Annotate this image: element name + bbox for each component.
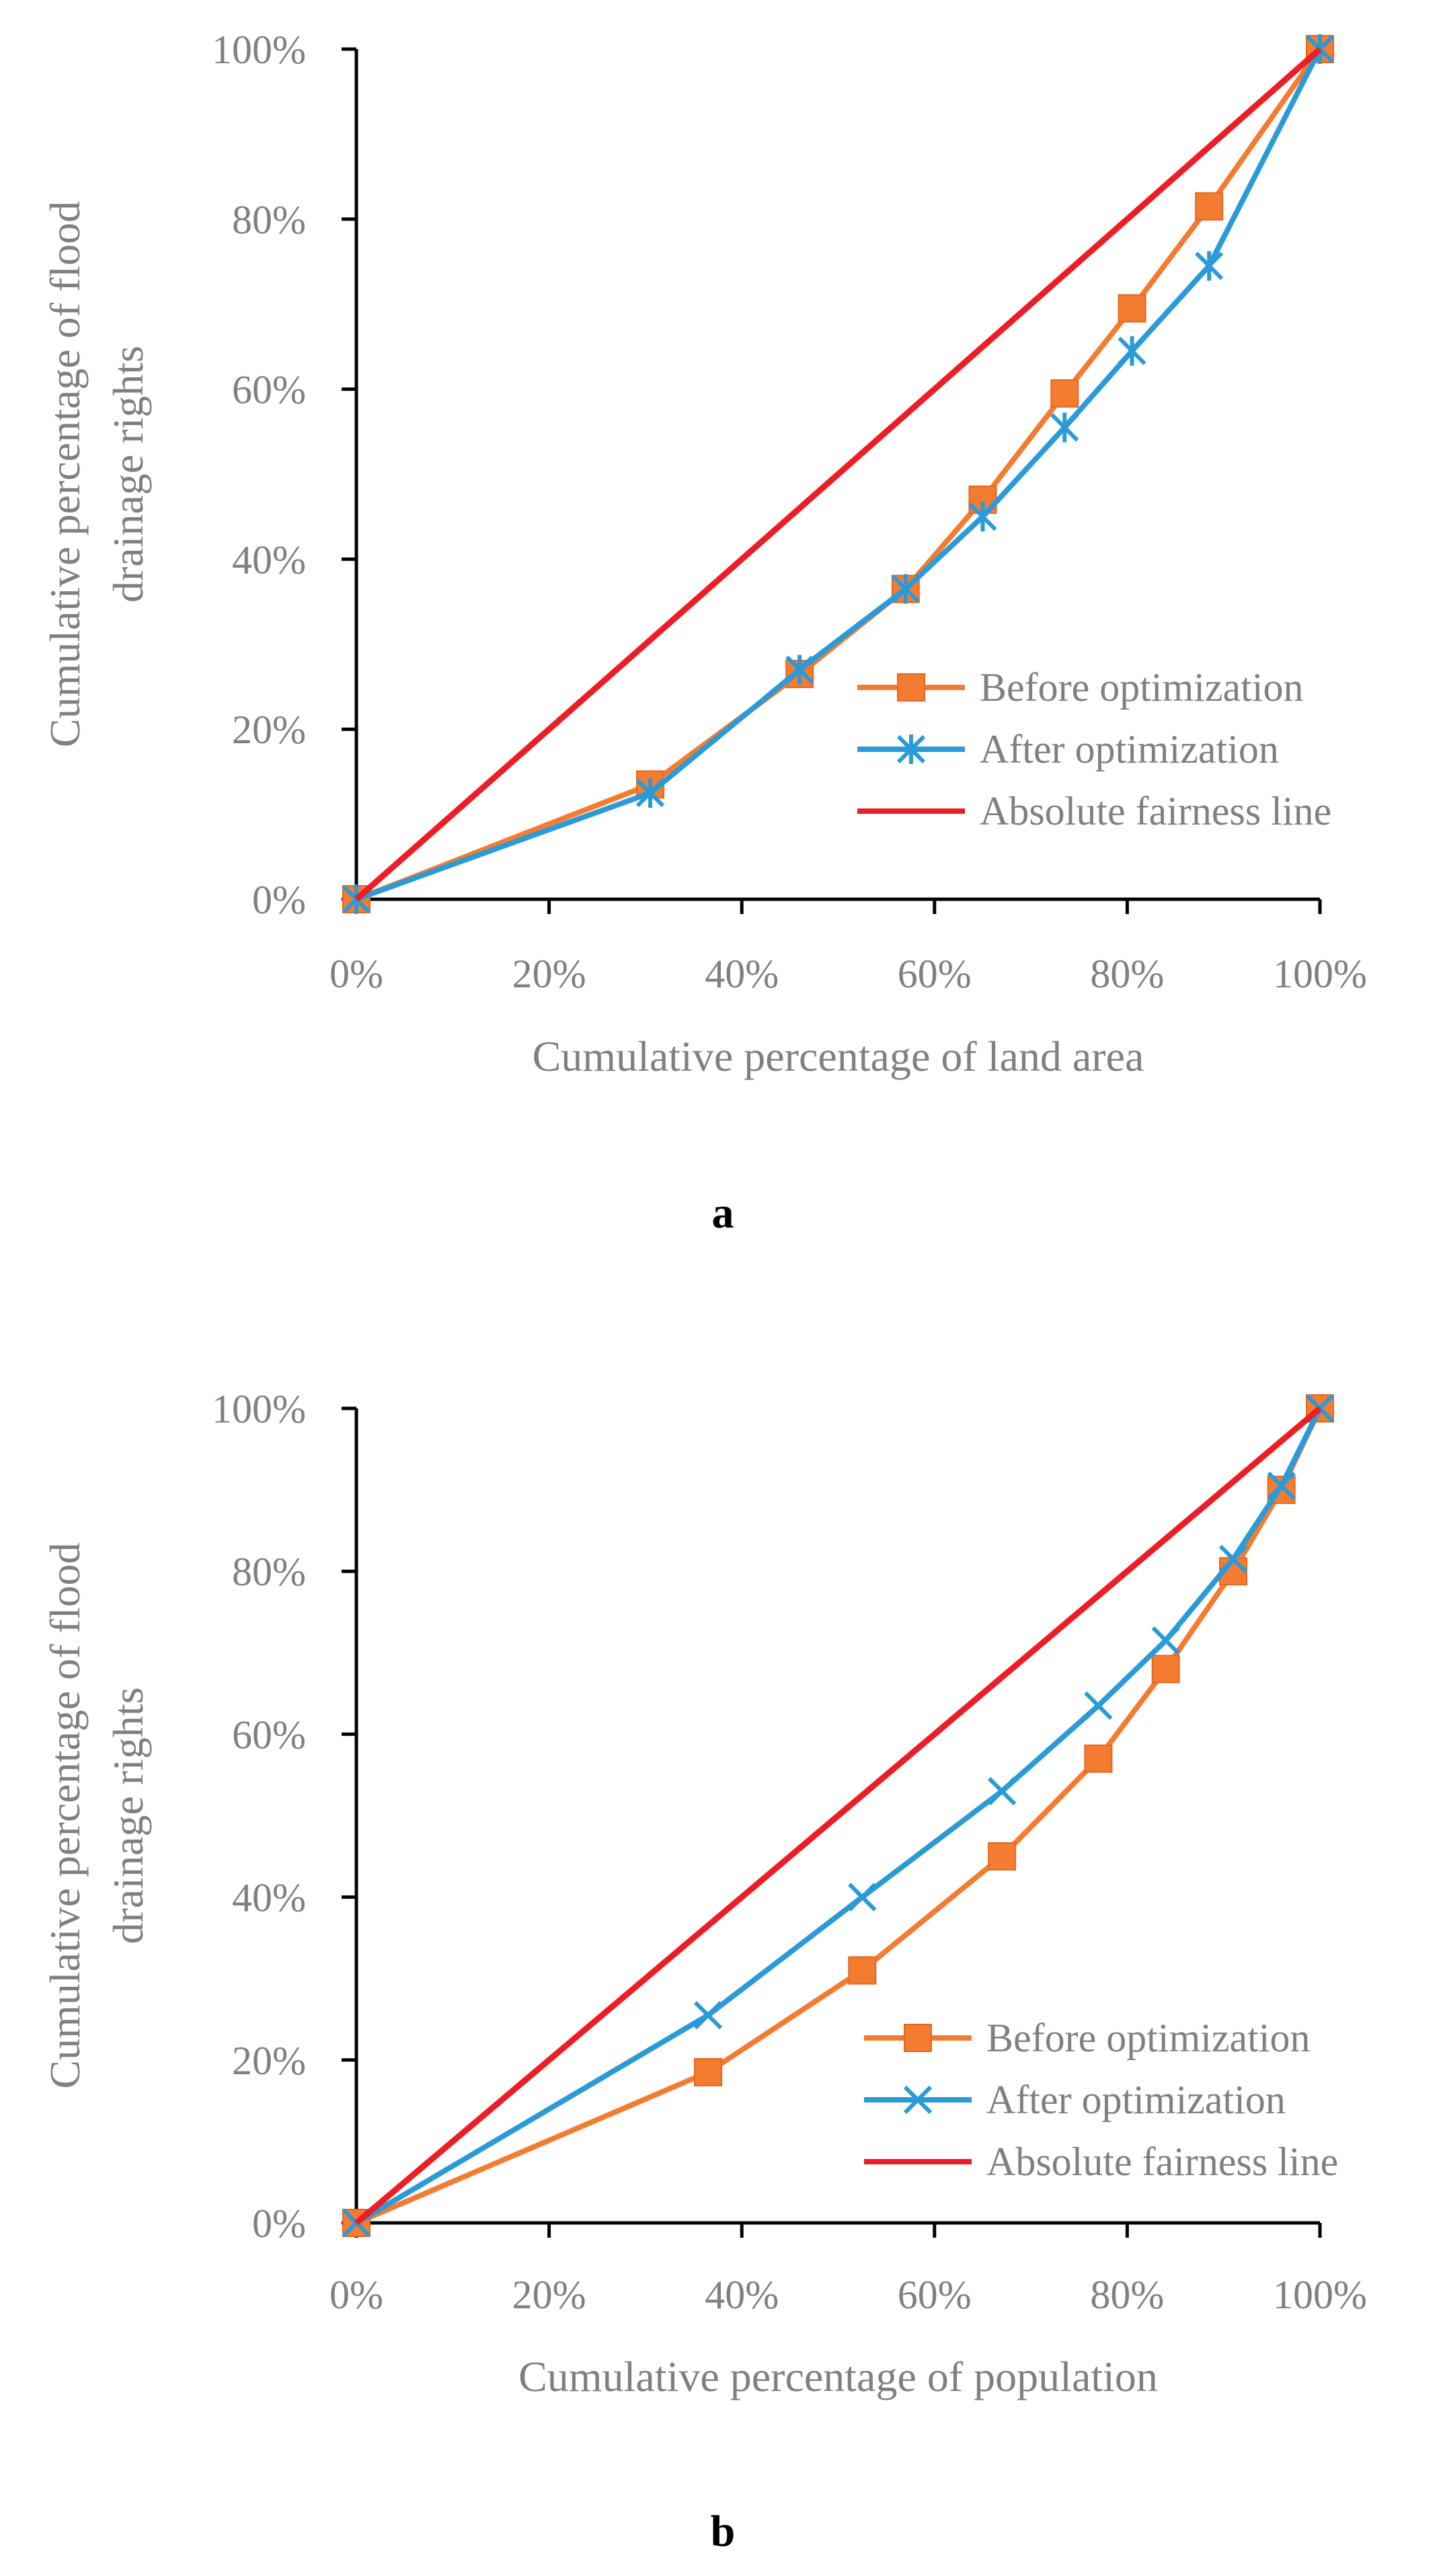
chart-a-series-fairness <box>354 46 1322 902</box>
chart-a-legend-marker-after <box>896 734 926 764</box>
chart-a-x-axis-title: Cumulative percentage of land area <box>533 1032 1144 1080</box>
chart-a-legend-item-fairness: Absolute fairness line <box>857 789 1331 833</box>
chart-b-x-tick-label-1: 20% <box>512 2273 586 2317</box>
chart-b-y-tick-label-4: 80% <box>232 1550 306 1594</box>
chart-a-series-before-point-5 <box>1050 379 1079 408</box>
chart-a-series-before-point-6 <box>1118 294 1146 323</box>
chart-b-series-before-point-4 <box>1084 1744 1113 1773</box>
chart-b-y-tick-label-0: 0% <box>252 2201 306 2246</box>
chart-a-x-tick-label-5: 100% <box>1273 952 1367 996</box>
chart-a-series-before-point-7 <box>1195 192 1224 221</box>
chart-b-x-tick-label-3: 60% <box>898 2273 972 2317</box>
chart-a-series-after-point-2 <box>785 654 814 685</box>
chart-a-legend: Before optimization After optimization Abs… <box>857 665 1331 833</box>
chart-a-y-axis-title-line-1: drainage rights <box>104 346 152 603</box>
chart-a-legend-item-after: After optimization <box>857 727 1279 771</box>
chart-b-series-after-point-6-stroke2 <box>1218 1544 1248 1574</box>
chart-b-series-after-point-2-stroke2 <box>848 1883 877 1911</box>
chart-a-series-after-point-6 <box>1118 336 1146 366</box>
chart-a-series-fairness-line <box>354 46 1322 902</box>
chart-b-series-after-point-1 <box>693 2001 723 2030</box>
chart-b-x-axis-title: Cumulative percentage of population <box>518 2353 1158 2400</box>
chart-a-legend-item-before: Before optimization <box>857 665 1304 710</box>
chart-b-legend: Before optimization After optimization Abs… <box>864 2016 1338 2184</box>
chart-b-legend-marker-after <box>903 2085 933 2115</box>
chart-b: 0% 20% 40% 60% 80% 100% 0% 20% 40% 60% 80% 100% Cumu… <box>41 1387 1367 2556</box>
chart-b-legend-marker-after-stroke2 <box>903 2085 933 2115</box>
chart-a-y-tick-label-3: 60% <box>232 368 306 412</box>
chart-b-x-tick-label-2: 40% <box>705 2273 779 2317</box>
chart-b-series-after-point-3 <box>987 1777 1017 1806</box>
chart-a-x-tick-label-1: 20% <box>512 952 586 996</box>
chart-b-y-tick-label-1: 20% <box>232 2039 306 2083</box>
chart-b-series-after-point-2 <box>848 1883 877 1911</box>
chart-a-y-tick-label-2: 40% <box>232 537 306 582</box>
chart-b-series-after-point-5 <box>1151 1626 1180 1655</box>
chart-b-legend-label-after: After optimization <box>986 2078 1286 2122</box>
chart-a-y-tick-label-4: 80% <box>232 198 306 242</box>
chart-a-series-after-point-1 <box>635 778 665 808</box>
chart-b-legend-label-fairness: Absolute fairness line <box>986 2139 1338 2184</box>
chart-b-series-after-point-5-stroke2 <box>1151 1626 1180 1655</box>
chart-b-y-axis-title-line-1: drainage rights <box>104 1687 152 1944</box>
chart-a-panel-label: a <box>712 1188 734 1238</box>
chart-a-legend-label-fairness: Absolute fairness line <box>980 789 1331 833</box>
chart-a-series-after-point-4 <box>968 502 997 532</box>
chart-a-series-after-point-5 <box>1050 412 1079 443</box>
chart-a-x-tick-label-2: 40% <box>705 952 779 996</box>
chart-b-legend-marker-before <box>904 2024 932 2052</box>
chart-a-legend-marker-before <box>897 673 925 702</box>
chart-a-legend-label-after: After optimization <box>980 727 1279 771</box>
chart-b-y-tick-label-5: 100% <box>212 1387 306 1431</box>
chart-b-series-after-point-4-stroke2 <box>1084 1691 1113 1720</box>
chart-a-y-tick-label-5: 100% <box>212 28 306 72</box>
chart-a-y-tick-label-1: 20% <box>232 708 306 752</box>
chart-b-panel-label: b <box>711 2507 736 2556</box>
chart-b-series-before-point-1 <box>694 2057 723 2086</box>
chart-b-x-tick-label-4: 80% <box>1090 2273 1164 2317</box>
chart-b-series-fairness <box>354 1406 1322 2226</box>
chart-b-y-tick-label-2: 40% <box>232 1876 306 1920</box>
chart-b-legend-label-before: Before optimization <box>986 2016 1311 2060</box>
chart-b-legend-item-after: After optimization <box>864 2078 1286 2122</box>
chart-b-series-before-point-5 <box>1151 1655 1180 1683</box>
chart-a-series-after-point-7 <box>1195 251 1224 281</box>
chart-b-x-tick-label-5: 100% <box>1273 2273 1367 2317</box>
chart-a-series-after <box>342 34 1335 914</box>
chart-b-legend-item-before: Before optimization <box>864 2016 1311 2060</box>
chart-a-x-tick-label-3: 60% <box>898 952 972 996</box>
chart-a-x-tick-label-4: 80% <box>1090 952 1164 996</box>
chart-b-x-tick-label-0: 0% <box>329 2273 383 2317</box>
chart-a-y-tick-label-0: 0% <box>252 878 306 922</box>
chart-b-y-axis-title-line-0: Cumulative percentage of flood <box>41 1542 89 2088</box>
chart-b-y-tick-label-3: 60% <box>232 1712 306 1757</box>
chart-b-series-before-point-3 <box>988 1842 1017 1871</box>
chart-b-series-after-point-1-stroke2 <box>693 2001 723 2030</box>
chart-b-legend-item-fairness: Absolute fairness line <box>864 2139 1338 2184</box>
chart-b-series-after-point-7 <box>1267 1471 1296 1501</box>
chart-b-series-after-point-7-stroke2 <box>1267 1471 1296 1501</box>
chart-a-legend-label-before: Before optimization <box>980 665 1304 710</box>
chart-b-series-after-point-6 <box>1218 1544 1248 1574</box>
chart-a: 0% 20% 40% 60% 80% 100% 0% 20% 40% 60% 80% 100% Cumu… <box>41 28 1367 1238</box>
chart-a-series-after-point-3 <box>891 574 920 604</box>
chart-a-x-tick-label-0: 0% <box>329 952 383 996</box>
chart-a-y-axis-title-line-0: Cumulative percentage of flood <box>41 201 89 747</box>
chart-b-series-before-point-2 <box>848 1956 877 1985</box>
chart-b-series-after-point-4 <box>1084 1691 1113 1720</box>
chart-b-series-fairness-line <box>354 1406 1322 2226</box>
chart-b-series-after-point-3-stroke2 <box>987 1777 1017 1806</box>
